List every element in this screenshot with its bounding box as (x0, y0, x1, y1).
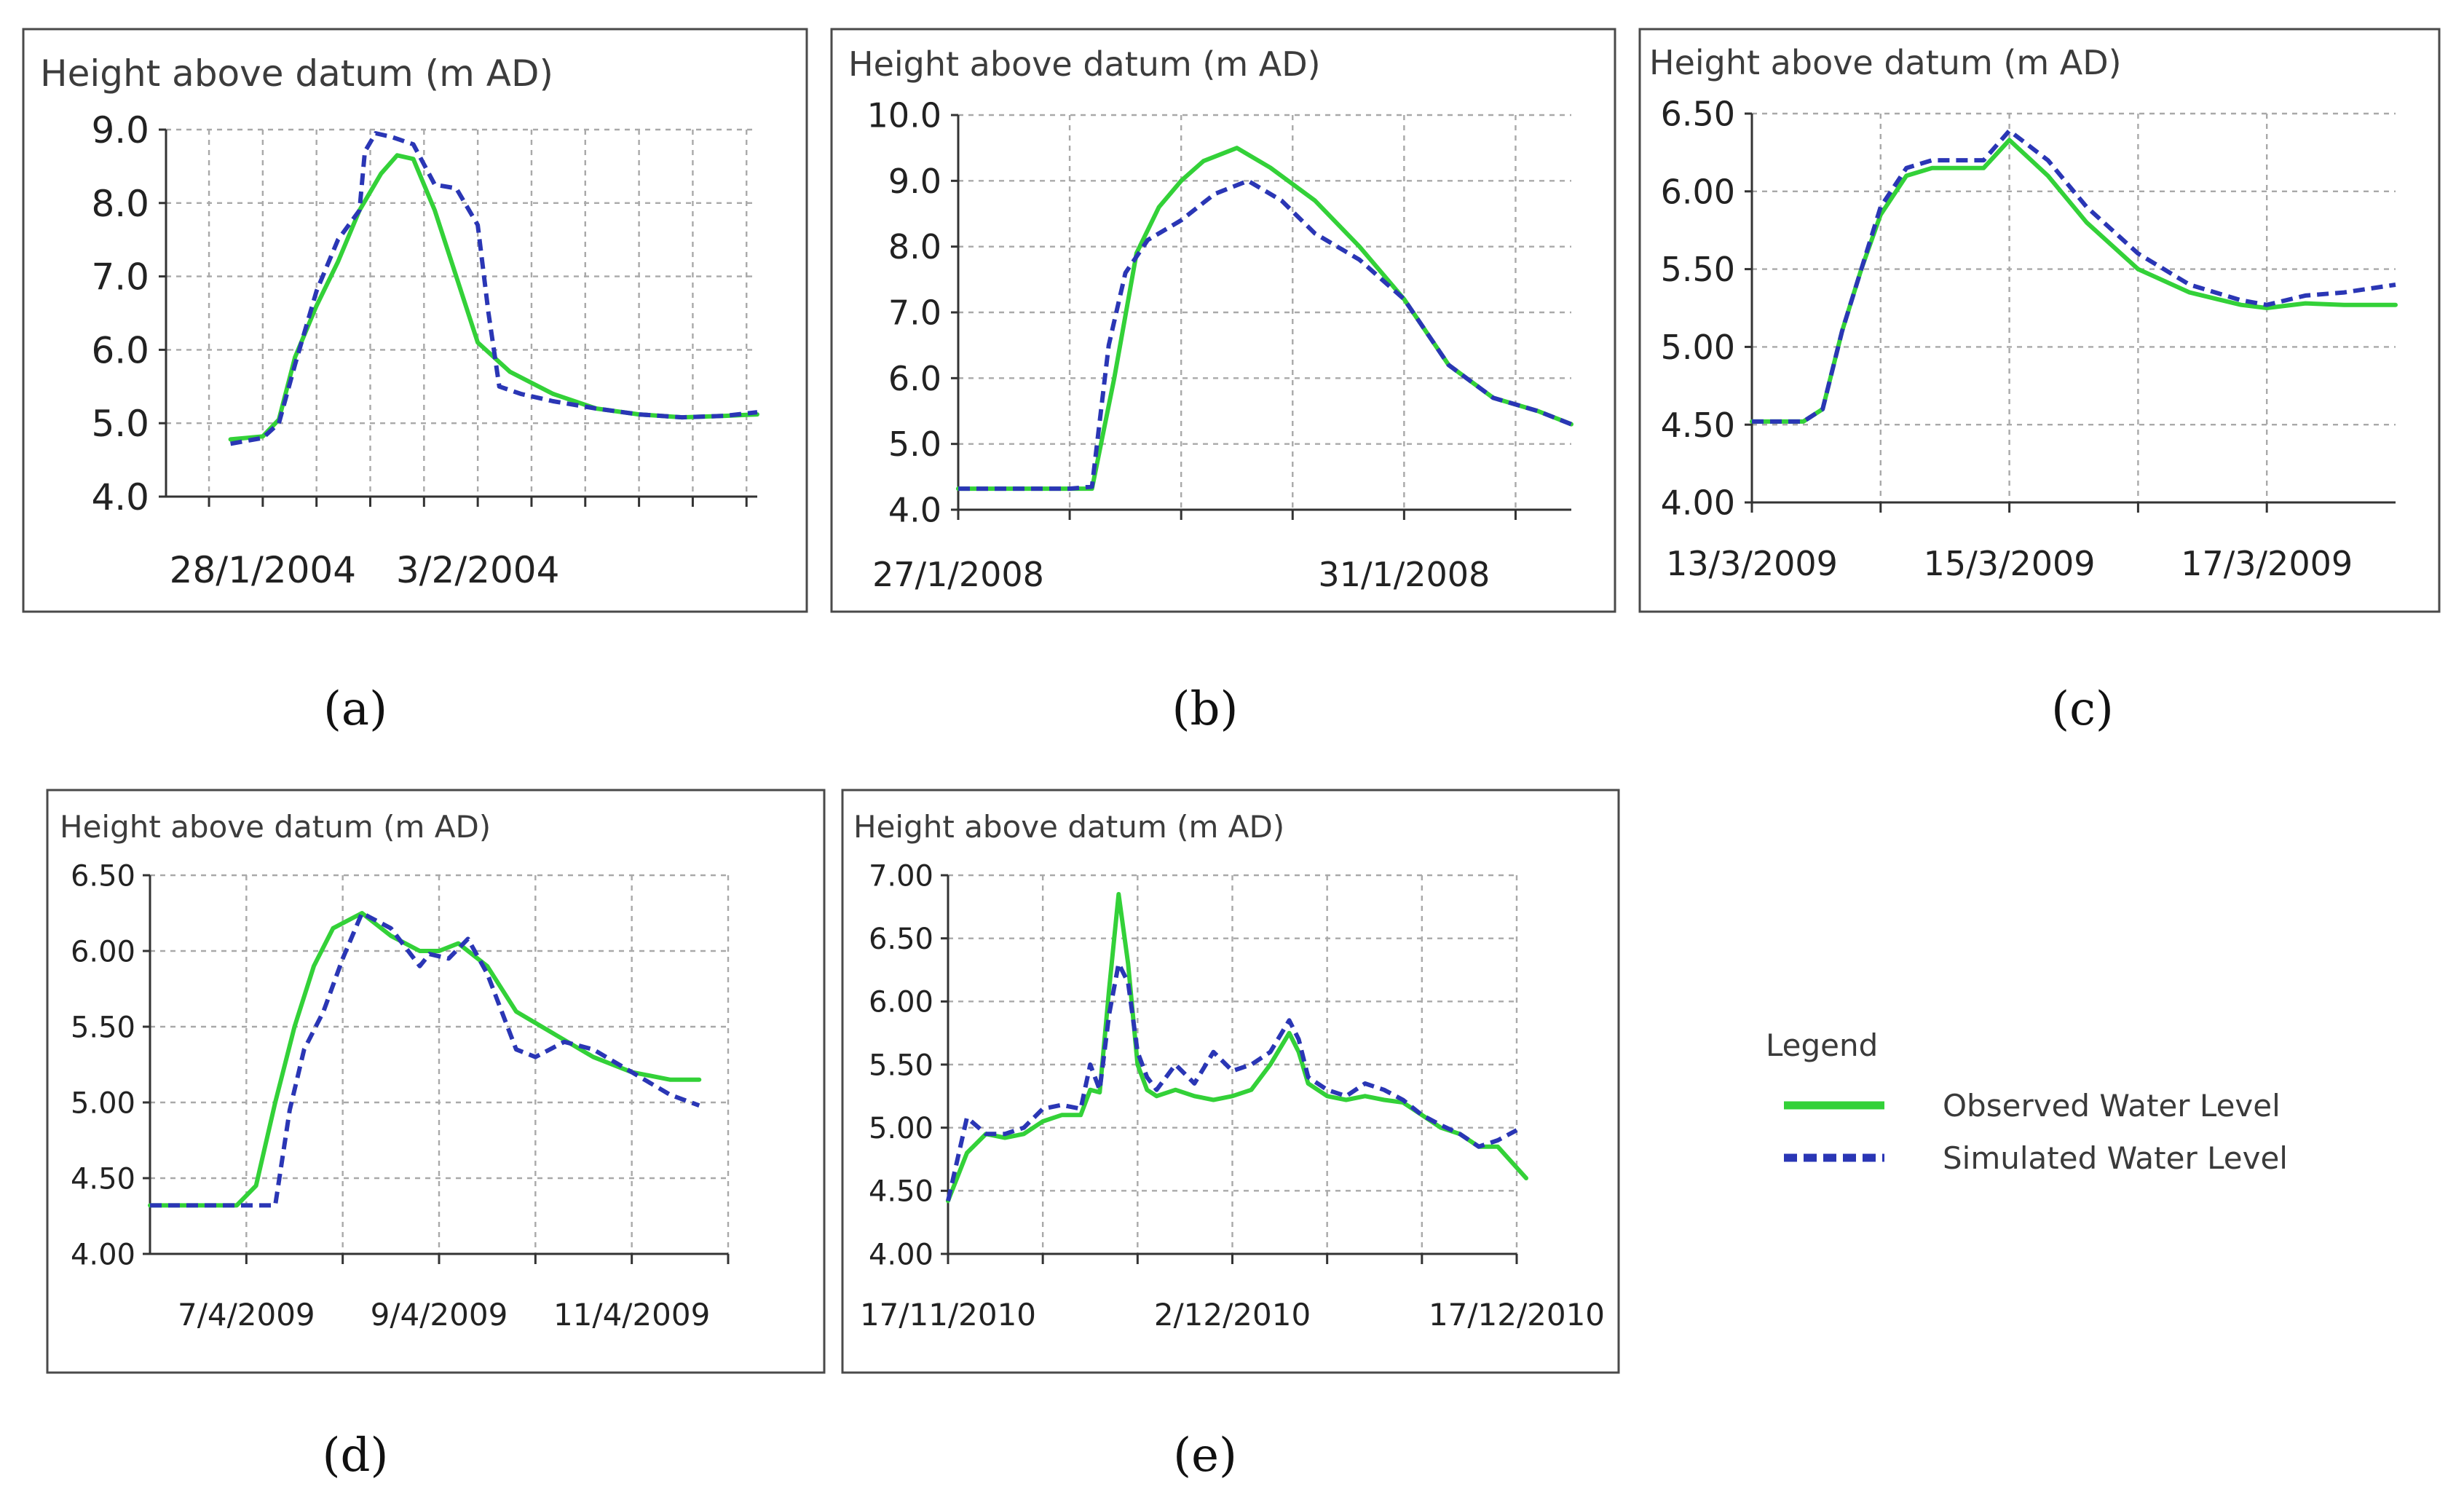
y-tick-label: 7.0 (91, 256, 149, 299)
caption-b: (b) (1172, 682, 1239, 736)
y-tick-label: 4.0 (888, 491, 941, 530)
panel-a-plot: 9.0 8.0 7.0 6.0 5.0 4.0 28/1/2004 3/2/2004 (91, 109, 759, 591)
panel-e-frame (841, 789, 1620, 1374)
panel-d-plot: 6.50 6.00 5.50 5.00 4.50 4.00 7/4/2009 9/4/2009… (71, 859, 730, 1333)
panel-e-plot: 7.00 6.50 6.00 5.50 5.00 4.50 4.00 17/11/2010 2/… (860, 859, 1605, 1333)
caption-d: (d) (323, 1429, 389, 1483)
panel-a: Height above datum (m AD) 9.0 8.0 7.0 6.0 5.… (22, 28, 808, 613)
y-tick-label: 6.00 (71, 935, 135, 968)
y-tick-label: 5.0 (888, 425, 941, 464)
simulated-series-line (150, 911, 700, 1208)
panel-d-frame (46, 789, 826, 1374)
y-tick-label: 4.00 (1661, 483, 1735, 523)
caption-c: (c) (2051, 682, 2114, 736)
y-tick-label: 6.00 (1661, 172, 1735, 211)
x-tick-label: 3/2/2004 (396, 549, 560, 591)
x-tick-label: 27/1/2008 (872, 555, 1044, 594)
panel-b-frame (830, 28, 1616, 613)
x-tick-label: 17/11/2010 (860, 1297, 1036, 1333)
simulated-series-line (946, 961, 1518, 1201)
legend-observed-label: Observed Water Level (1943, 1088, 2281, 1124)
y-tick-label: 7.00 (869, 859, 933, 893)
x-tick-label: 15/3/2009 (1924, 544, 2096, 583)
legend: Legend Observed Water Level Simulated Wa… (1766, 1027, 2288, 1176)
panel-b-plot: 10.0 9.0 8.0 7.0 6.0 5.0 4.0 27/1/2008 31/1/2008 (867, 96, 1573, 594)
y-tick-label: 6.50 (1661, 95, 1735, 134)
y-tick-label: 5.00 (1661, 328, 1735, 367)
panel-c-title: Height above datum (m AD) (1649, 43, 2122, 82)
x-tick-label: 17/3/2009 (2181, 544, 2353, 583)
y-tick-label: 5.00 (869, 1112, 933, 1145)
panel-b-title: Height above datum (m AD) (848, 44, 1321, 84)
y-tick-label: 6.00 (869, 986, 933, 1019)
y-tick-label: 5.50 (71, 1011, 135, 1044)
y-tick-label: 4.50 (869, 1175, 933, 1209)
y-tick-label: 4.50 (1661, 406, 1735, 445)
panel-e-title: Height above datum (m AD) (853, 809, 1284, 845)
x-tick-label: 28/1/2004 (170, 549, 356, 591)
panel-c-frame (1638, 28, 2441, 613)
panel-d-title: Height above datum (m AD) (60, 809, 491, 845)
x-tick-label: 11/4/2009 (553, 1297, 710, 1333)
y-tick-label: 6.50 (71, 859, 135, 893)
panel-a-frame (22, 28, 808, 613)
panel-a-title: Height above datum (m AD) (40, 52, 553, 95)
y-tick-label: 5.50 (869, 1049, 933, 1082)
y-tick-label: 5.0 (91, 403, 149, 445)
y-tick-label: 5.00 (71, 1086, 135, 1120)
y-tick-label: 4.50 (71, 1162, 135, 1196)
y-tick-label: 6.0 (91, 329, 149, 371)
caption-e: (e) (1173, 1429, 1237, 1483)
y-tick-label: 9.0 (91, 109, 149, 151)
x-tick-label: 9/4/2009 (371, 1297, 508, 1333)
y-tick-label: 4.00 (869, 1238, 933, 1271)
panel-c-plot: 6.50 6.00 5.50 5.00 4.50 4.00 13/3/2009 15/3/20… (1661, 95, 2398, 583)
simulated-series-line (958, 178, 1573, 492)
legend-title: Legend (1766, 1027, 1878, 1063)
caption-a: (a) (323, 682, 387, 736)
panel-c: Height above datum (m AD) 6.50 6.00 5.50 5.… (1638, 28, 2441, 613)
y-tick-label: 7.0 (888, 293, 941, 333)
observed-series-line (148, 911, 702, 1208)
legend-simulated-label: Simulated Water Level (1943, 1140, 2288, 1176)
panel-e: Height above datum (m AD) 7.00 6.50 6.00 5.… (841, 789, 1620, 1374)
x-tick-label: 17/12/2010 (1429, 1297, 1605, 1333)
y-tick-label: 6.0 (888, 359, 941, 398)
y-tick-label: 4.00 (71, 1238, 135, 1271)
y-tick-label: 9.0 (888, 162, 941, 201)
y-tick-label: 4.0 (91, 476, 149, 518)
panel-b: Height above datum (m AD) 10.0 9.0 8.0 7.0 6… (830, 28, 1616, 613)
x-tick-label: 2/12/2010 (1154, 1297, 1311, 1333)
y-tick-label: 6.50 (869, 923, 933, 956)
simulated-series-line (230, 131, 758, 446)
x-tick-label: 13/3/2009 (1666, 544, 1838, 583)
observed-series-line (946, 892, 1528, 1204)
x-tick-label: 31/1/2008 (1318, 555, 1490, 594)
y-tick-label: 8.0 (91, 183, 149, 225)
x-tick-label: 7/4/2009 (178, 1297, 315, 1333)
y-tick-label: 5.50 (1661, 250, 1735, 289)
panel-d: Height above datum (m AD) 6.50 6.00 5.50 5.… (46, 789, 826, 1374)
y-tick-label: 8.0 (888, 227, 941, 267)
y-tick-label: 10.0 (867, 96, 941, 135)
simulated-series-line (1752, 128, 2396, 424)
